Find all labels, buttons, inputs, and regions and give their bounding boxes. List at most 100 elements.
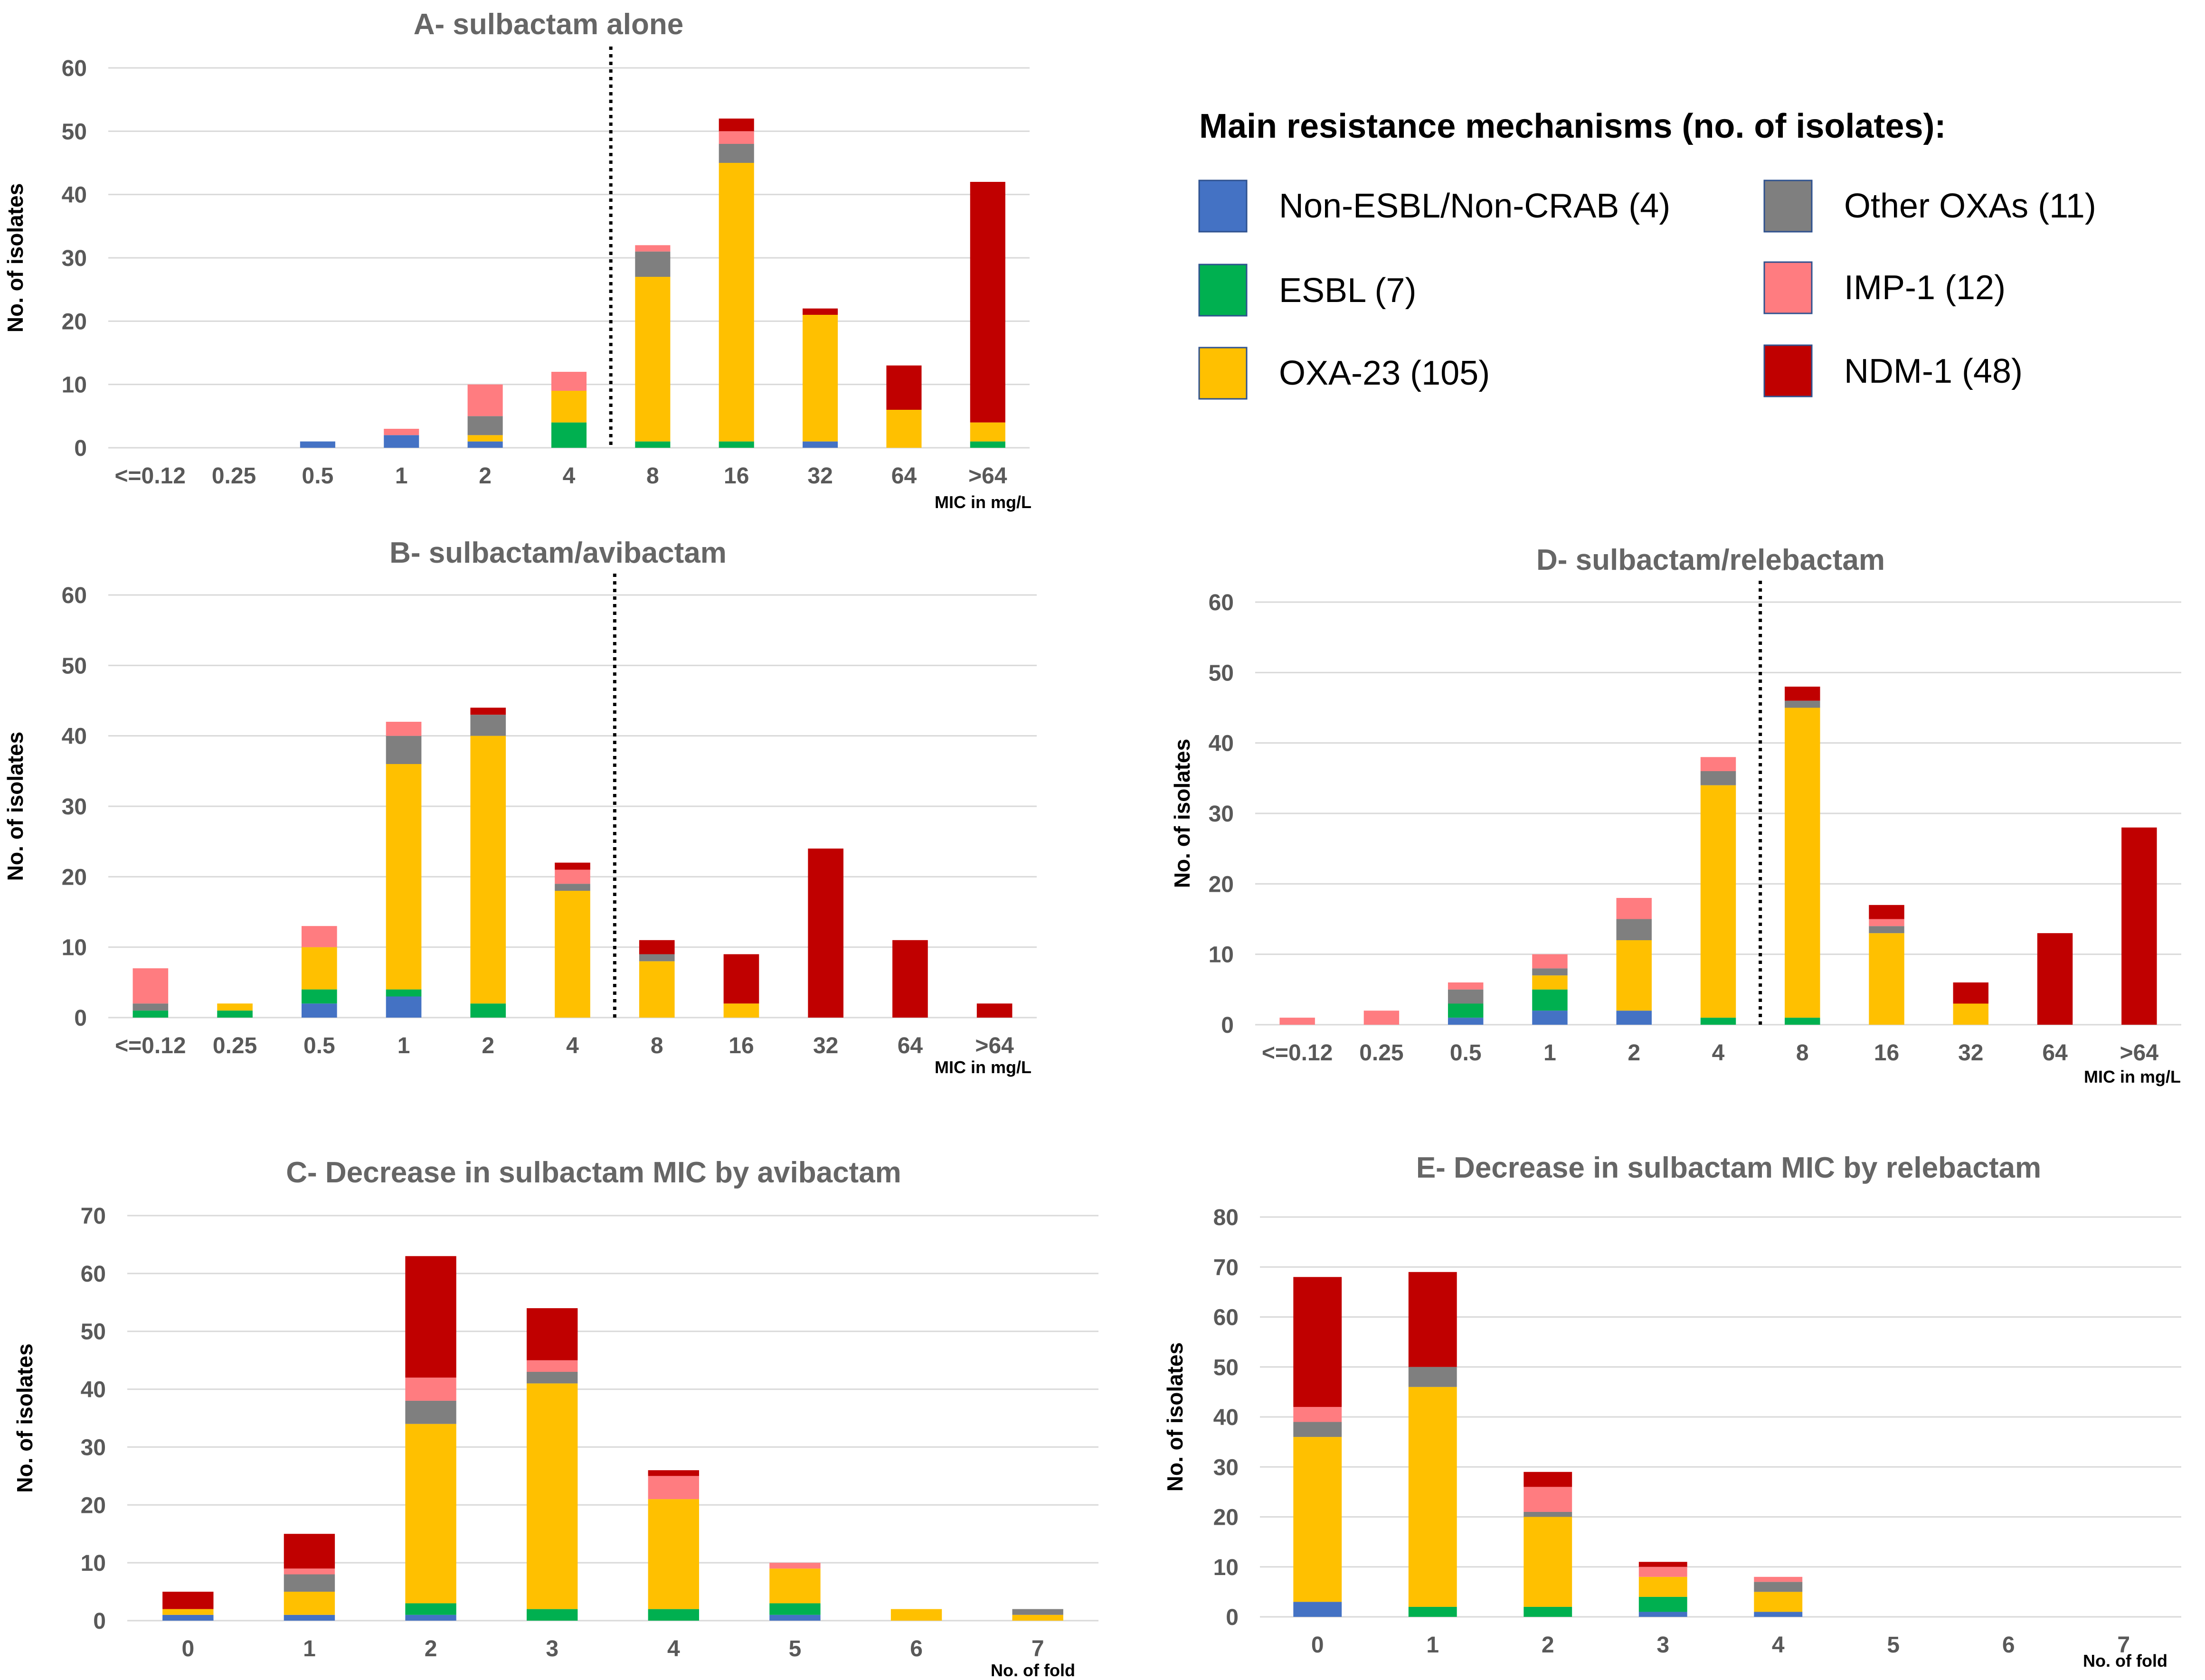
bar-segment-oxa-23 [1616,940,1652,1011]
y-tick-label: 30 [1209,802,1234,827]
bar-segment-other-oxas [132,1003,169,1011]
bar-segment-ndm-1 [2037,933,2073,1025]
chart-a: A- sulbactam alone 0 10 20 30 40 50 60 No. of is… [3,8,1032,512]
x-axis-label: MIC in mg/L [935,1057,1032,1077]
bar-segment-ndm-1 [1869,905,1904,919]
bar-segment-other-oxas [1616,919,1652,940]
bar-segment-oxa-23 [1408,1387,1457,1607]
x-tick-label: 32 [807,463,833,489]
x-tick-label: 4 [566,1033,579,1058]
x-tick-label: 16 [724,463,749,489]
bar-segment-imp-1 [1363,1010,1400,1025]
legend-swatch-imp1 [1763,261,1813,314]
y-tick-label: 40 [1213,1405,1239,1430]
y-tick-label: 60 [1213,1305,1239,1331]
bar-segment-other-oxas [284,1574,335,1592]
bar-segment-oxa-23 [405,1424,456,1604]
bar-segment-oxa-23 [803,315,838,442]
x-tick-label: 1 [1426,1633,1439,1658]
x-axis-label: No. of fold [991,1661,1075,1680]
y-tick-label: 50 [62,119,87,144]
bar-segment-other-oxas [639,954,675,962]
x-tick-label: 8 [1796,1040,1809,1066]
y-tick-label: 60 [1209,590,1234,615]
bar-segment-non-esbl-non-crab [1532,1010,1568,1025]
chart-b: B- sulbactam/avibactam 0 10 20 30 40 50 60 No. o… [3,537,1037,1077]
x-tick-label: 2 [425,1636,437,1661]
legend-item-non-esbl: Non-ESBL/Non-CRAB (4) [1198,179,1670,233]
y-tick-label: 80 [1213,1205,1239,1230]
x-tick-label: 6 [910,1636,923,1661]
bar-segment-non-esbl-non-crab [467,441,503,448]
bar-segment-oxa-23 [648,1499,699,1609]
legend-label-oxa23: OXA-23 (105) [1279,354,1490,392]
y-tick-label: 20 [62,865,87,890]
legend-label-other-oxas: Other OXAs (11) [1844,187,2096,225]
bar-segment-imp-1 [1638,1567,1687,1577]
bar-segment-imp-1 [1279,1018,1315,1025]
bar-segment-oxa-23 [1953,1003,1989,1025]
bar-segment-esbl [1700,1018,1736,1025]
bar-segment-other-oxas [1293,1422,1342,1437]
bar-segment-imp-1 [384,429,419,435]
bar-segment-non-esbl-non-crab [301,1003,337,1018]
x-tick-label: 4 [1772,1633,1785,1658]
y-tick-label: 30 [1213,1455,1239,1480]
y-tick-label: 0 [93,1609,106,1634]
bar-segment-ndm-1 [405,1256,456,1378]
y-tick-label: 20 [62,309,87,334]
legend-label-non-esbl: Non-ESBL/Non-CRAB (4) [1279,187,1670,225]
bar-segment-ndm-1 [162,1592,214,1609]
bar-segment-imp-1 [648,1476,699,1500]
x-tick-label: 5 [1887,1633,1900,1658]
bar-segment-oxa-23 [217,1003,253,1011]
x-tick-label: 0.5 [1450,1040,1482,1066]
y-tick-label: 0 [1226,1605,1239,1630]
x-tick-label: >64 [968,463,1007,489]
bar-segment-non-esbl-non-crab [405,1614,456,1621]
legend-title: Main resistance mechanisms (no. of isola… [1199,107,1946,145]
x-tick-label: 2 [479,463,492,489]
bar-segment-imp-1 [527,1360,578,1372]
bar-segment-non-esbl-non-crab [1448,1018,1484,1025]
bar-segment-oxa-23 [635,277,671,442]
x-tick-label: 4 [667,1636,680,1661]
bar-segment-ndm-1 [803,308,838,315]
x-tick-label: 0.25 [1359,1040,1403,1066]
bar-segment-non-esbl-non-crab [1616,1010,1652,1025]
x-tick-label: 16 [1874,1040,1899,1066]
bar-segment-imp-1 [1700,757,1736,771]
bar-segment-oxa-23 [284,1592,335,1615]
y-tick-label: 10 [62,373,87,398]
bar-segment-other-oxas [467,416,503,435]
bar-segment-esbl [132,1010,169,1018]
bar-segment-esbl [635,441,671,448]
bar-segment-oxa-23 [551,391,587,423]
legend-swatch-oxa23 [1198,347,1248,400]
bar-segment-ndm-1 [892,940,928,1018]
legend-item-other-oxas: Other OXAs (11) [1763,179,2096,233]
y-tick-label: 0 [74,1006,87,1031]
bar-segment-ndm-1 [976,1003,1013,1018]
bar-segment-esbl [1524,1606,1572,1617]
bar-segment-oxa-23 [1700,785,1736,1018]
x-tick-label: 5 [789,1636,802,1661]
bar-segment-esbl [1408,1606,1457,1617]
x-tick-label: 1 [395,463,408,489]
x-tick-label: 0.5 [303,1033,335,1058]
bar-segment-other-oxas [635,251,671,277]
y-axis-label: No. of isolates [12,1343,37,1492]
x-tick-label: 2 [1542,1633,1554,1658]
bar-segment-oxa-23 [890,1609,942,1621]
chart-c: C- Decrease in sulbactam MIC by avibacta… [12,1156,1098,1680]
bar-segment-imp-1 [1448,982,1484,990]
bar-segment-oxa-23 [1638,1576,1687,1597]
bar-segment-ndm-1 [886,365,922,410]
bar-segment-other-oxas [1869,926,1904,934]
bar-segment-other-oxas [405,1400,456,1424]
bar-segment-oxa-23 [1293,1437,1342,1602]
legend-item-imp1: IMP-1 (12) [1763,261,2006,314]
x-tick-label: <=0.12 [1262,1040,1333,1066]
bar-segment-imp-1 [551,372,587,391]
y-tick-label: 60 [62,56,87,81]
